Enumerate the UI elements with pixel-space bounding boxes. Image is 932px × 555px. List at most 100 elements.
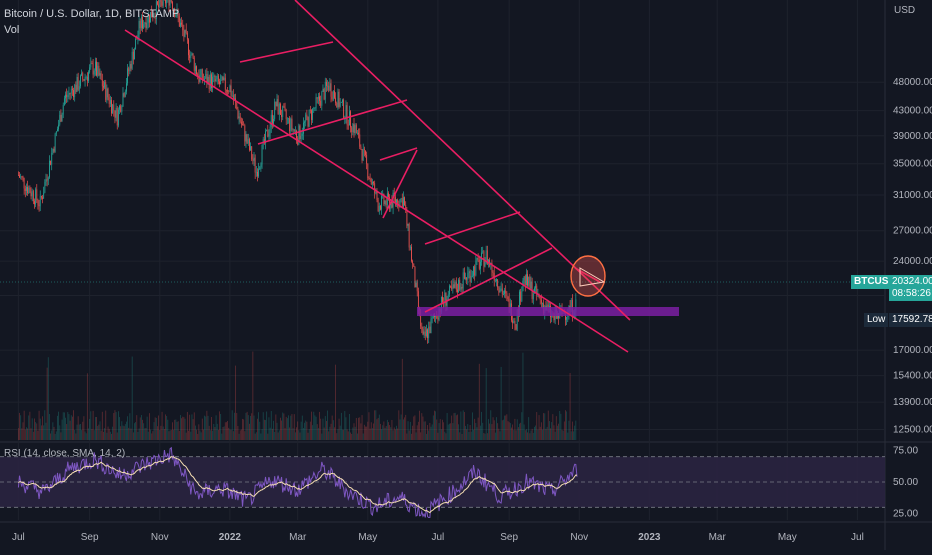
- candle-body: [404, 197, 405, 206]
- candle-body: [107, 88, 109, 98]
- volume-bar: [545, 428, 547, 440]
- volume-bar: [546, 426, 548, 440]
- candle-body: [309, 110, 311, 111]
- volume-bar: [454, 412, 456, 440]
- candle-body: [92, 63, 94, 75]
- volume-bar: [354, 426, 356, 440]
- volume-bar: [174, 419, 176, 440]
- candle-body: [426, 329, 427, 336]
- volume-bar: [30, 428, 32, 440]
- volume-bar: [138, 428, 140, 440]
- rsi-line: [17, 446, 578, 519]
- candle-body: [396, 199, 397, 203]
- candle-body: [105, 82, 107, 100]
- candle-body: [185, 29, 187, 33]
- volume-bar: [253, 415, 255, 440]
- volume-bar: [544, 413, 546, 440]
- volume-bar: [543, 413, 545, 440]
- candle-body: [575, 299, 577, 313]
- volume-bar: [19, 412, 20, 440]
- volume-bar: [320, 418, 322, 440]
- volume-bar: [297, 421, 299, 440]
- y-tick-label: 39000.00: [893, 131, 932, 142]
- candle-body: [305, 114, 307, 122]
- candle-body: [423, 331, 425, 335]
- volume-bar: [428, 430, 430, 440]
- candle-body: [61, 114, 63, 122]
- candle-body: [115, 107, 117, 118]
- volume-bar: [219, 411, 220, 440]
- candle-body: [197, 74, 199, 76]
- volume-bar: [129, 413, 131, 440]
- volume-bar: [193, 412, 195, 440]
- candle-body: [166, 0, 168, 4]
- candle-body: [190, 54, 192, 59]
- volume-bar: [426, 433, 427, 440]
- candle-body: [189, 55, 191, 59]
- candle-body: [58, 124, 60, 130]
- volume-bar: [465, 425, 466, 440]
- candle-body: [342, 99, 343, 103]
- candle-body: [391, 200, 393, 208]
- volume-bar: [94, 417, 96, 440]
- candle-body: [406, 209, 408, 226]
- volume-bar: [183, 417, 185, 440]
- candle-body: [201, 69, 203, 80]
- volume-bar: [163, 428, 165, 440]
- candle-body: [245, 134, 247, 142]
- volume-bar: [411, 433, 412, 440]
- candle-body: [165, 0, 166, 4]
- candle-body: [231, 95, 233, 96]
- candle-body: [111, 100, 112, 114]
- candle-body: [467, 272, 469, 280]
- candle-body: [416, 282, 418, 292]
- volume-bar: [503, 419, 504, 440]
- volume-bar: [91, 428, 93, 440]
- candle-body: [542, 303, 543, 304]
- candle-body: [377, 199, 379, 212]
- volume-bar: [226, 422, 227, 440]
- volume-bar: [291, 414, 293, 440]
- candle-body: [308, 110, 310, 127]
- volume-bar: [90, 411, 92, 440]
- volume-bar: [392, 430, 394, 440]
- candle-body: [478, 259, 480, 269]
- candle-body: [374, 183, 376, 194]
- volume-bar: [66, 424, 68, 440]
- y-tick-label: 31000.00: [893, 190, 932, 201]
- volume-bar: [300, 421, 302, 440]
- volume-bar: [281, 420, 282, 440]
- candle-body: [217, 75, 219, 82]
- candle-body: [259, 167, 261, 170]
- candle-body: [437, 318, 439, 320]
- volume-bar: [423, 421, 425, 440]
- candle-body: [26, 186, 27, 191]
- candle-body: [120, 105, 122, 112]
- candle-body: [450, 285, 451, 287]
- volume-bar: [24, 429, 26, 440]
- volume-bar: [524, 430, 526, 440]
- volume-bar: [399, 419, 401, 440]
- volume-bar: [184, 418, 186, 440]
- volume-bar: [222, 426, 224, 440]
- candle-body: [237, 109, 239, 119]
- candle-body: [514, 321, 516, 325]
- volume-bar: [213, 423, 215, 440]
- candle-body: [324, 81, 326, 100]
- volume-bar: [491, 424, 493, 440]
- candle-body: [313, 108, 315, 109]
- candle-body: [69, 93, 71, 94]
- volume-bar: [335, 364, 337, 440]
- candle-body: [215, 79, 217, 82]
- candle-body: [182, 24, 184, 31]
- volume-bar: [158, 415, 160, 440]
- volume-bar: [247, 415, 249, 440]
- volume-bar: [42, 416, 43, 440]
- volume-bar: [484, 433, 486, 440]
- candle-body: [282, 106, 284, 117]
- volume-bar: [55, 431, 57, 440]
- y-tick-label: 35000.00: [893, 159, 932, 170]
- volume-bar: [511, 427, 512, 440]
